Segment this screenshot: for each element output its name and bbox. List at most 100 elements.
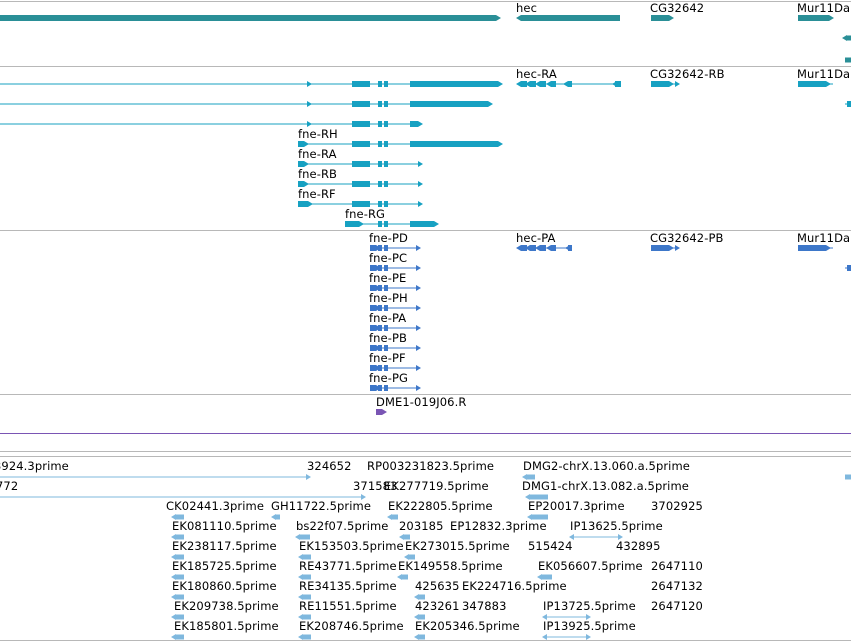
est-alignment[interactable] xyxy=(297,631,319,642)
est-label: 2647110 xyxy=(651,559,703,573)
est-label: 432895 xyxy=(616,539,661,553)
track-separator xyxy=(0,640,851,641)
protein-label: fne-PH xyxy=(369,291,408,305)
est-alignment[interactable] xyxy=(524,491,556,503)
est-alignment[interactable] xyxy=(170,531,192,543)
transcript-label-fne-RH: fne-RH xyxy=(298,127,338,141)
est-alignment[interactable] xyxy=(413,611,433,623)
est-label: 3702925 xyxy=(651,499,703,513)
est-alignment[interactable] xyxy=(170,631,192,642)
est-label: 371583 xyxy=(353,479,398,493)
gene-partial[interactable] xyxy=(841,32,851,44)
est-alignment[interactable] xyxy=(297,551,319,563)
cdna-label: DME1-019J06.R xyxy=(376,395,467,409)
est-label: DMG1-chrX.13.082.a.5prime xyxy=(522,479,689,493)
protein-fne[interactable] xyxy=(368,322,426,334)
protein-fne[interactable] xyxy=(368,362,426,374)
protein-fne[interactable] xyxy=(368,302,426,314)
protein-Mur11Da[interactable] xyxy=(796,242,841,254)
protein-CG32642-PB[interactable] xyxy=(649,242,685,254)
est-label: EP12832.3prime xyxy=(450,519,547,533)
est-label: RE11551.5prime xyxy=(299,599,397,613)
est-alignment[interactable] xyxy=(840,471,851,483)
transcript-fne-RB[interactable] xyxy=(296,178,428,190)
est-label: IP13925.5prime xyxy=(543,619,636,633)
est-alignment[interactable] xyxy=(396,571,416,583)
est-alignment[interactable] xyxy=(413,631,433,642)
transcript-hec-RA[interactable] xyxy=(515,78,629,90)
transcript-fne-long-2[interactable] xyxy=(0,98,498,110)
est-label: IP13725.5prime xyxy=(543,599,636,613)
transcript-label-fne-RB: fne-RB xyxy=(298,167,338,181)
est-alignment[interactable] xyxy=(170,511,192,523)
est-alignment[interactable] xyxy=(0,491,373,503)
est-label: EK153503.5prime xyxy=(299,539,404,553)
gene-partial[interactable] xyxy=(843,54,851,66)
est-alignment[interactable] xyxy=(170,611,192,623)
gene-Mur11Da[interactable] xyxy=(796,12,841,24)
transcript-fne-RF[interactable] xyxy=(296,198,428,210)
track-separator xyxy=(0,1,851,2)
est-label: EK081110.5prime xyxy=(172,519,277,533)
est-alignment[interactable] xyxy=(541,611,598,623)
est-label: 772 xyxy=(0,479,19,493)
est-alignment[interactable] xyxy=(398,531,418,543)
est-alignment[interactable] xyxy=(294,531,318,543)
protein-hec-PA[interactable] xyxy=(515,242,580,254)
protein-fne[interactable] xyxy=(368,242,426,254)
gene-fne[interactable] xyxy=(0,12,508,24)
protein-label: fne-PE xyxy=(369,271,407,285)
gene-hec[interactable] xyxy=(515,12,628,24)
est-label: EK205346.5prime xyxy=(415,619,520,633)
protein-partial[interactable] xyxy=(843,262,851,274)
est-alignment[interactable] xyxy=(521,471,543,483)
protein-fne[interactable] xyxy=(368,282,426,294)
est-alignment[interactable] xyxy=(270,511,288,523)
protein-label-Mur11Da: Mur11Da xyxy=(797,231,851,245)
est-alignment[interactable] xyxy=(297,571,319,583)
est-label: EK222805.5prime xyxy=(388,499,493,513)
transcript-label-Mur11Da: Mur11Da xyxy=(797,67,851,81)
gene-CG32642[interactable] xyxy=(649,12,681,24)
transcript-fne-RH[interactable] xyxy=(296,138,508,150)
protein-fne[interactable] xyxy=(368,382,426,394)
protein-label: fne-PA xyxy=(369,311,407,325)
est-alignment[interactable] xyxy=(297,611,319,623)
track-separator xyxy=(0,456,851,457)
transcript-fne-long-3[interactable] xyxy=(0,118,428,130)
transcript-fne-RA[interactable] xyxy=(296,158,428,170)
protein-label-CG32642-PB: CG32642-PB xyxy=(650,231,724,245)
est-label: RP003231823.5prime xyxy=(367,459,495,473)
transcript-fne-RG[interactable] xyxy=(343,218,445,230)
est-alignment[interactable] xyxy=(170,551,192,563)
transcript-Mur11Da[interactable] xyxy=(796,78,841,90)
est-alignment[interactable] xyxy=(526,511,556,523)
est-alignment[interactable] xyxy=(297,591,319,603)
protein-fne[interactable] xyxy=(368,262,426,274)
est-alignment[interactable] xyxy=(403,551,423,563)
est-label: GH11722.5prime xyxy=(271,499,372,513)
est-label: EK149558.5prime xyxy=(398,559,503,573)
transcript-partial[interactable] xyxy=(843,98,851,110)
transcript-CG32642-RB[interactable] xyxy=(649,78,685,90)
protein-label: fne-PB xyxy=(369,331,407,345)
est-label: IP13625.5prime xyxy=(570,519,663,533)
est-alignment[interactable] xyxy=(541,631,598,642)
transcript-fne-long-1[interactable] xyxy=(0,78,508,90)
est-alignment[interactable] xyxy=(170,591,192,603)
protein-fne[interactable] xyxy=(368,342,426,354)
est-label: 324652 xyxy=(307,459,352,473)
est-label: EK209738.5prime xyxy=(174,599,279,613)
est-alignment[interactable] xyxy=(536,571,560,583)
est-alignment[interactable] xyxy=(170,571,192,583)
est-alignment[interactable] xyxy=(413,591,433,603)
est-label: EP20017.3prime xyxy=(528,499,625,513)
est-alignment[interactable] xyxy=(386,511,406,523)
est-alignment[interactable] xyxy=(568,531,630,543)
est-alignment[interactable] xyxy=(0,471,318,483)
est-label: EK273015.5prime xyxy=(405,539,510,553)
gene-label-hec: hec xyxy=(516,1,537,15)
est-label: RE34135.5prime xyxy=(299,579,397,593)
cdna-DME1-019J06[interactable] xyxy=(374,406,394,418)
gene-label-Mur11Da: Mur11Da xyxy=(797,1,851,15)
